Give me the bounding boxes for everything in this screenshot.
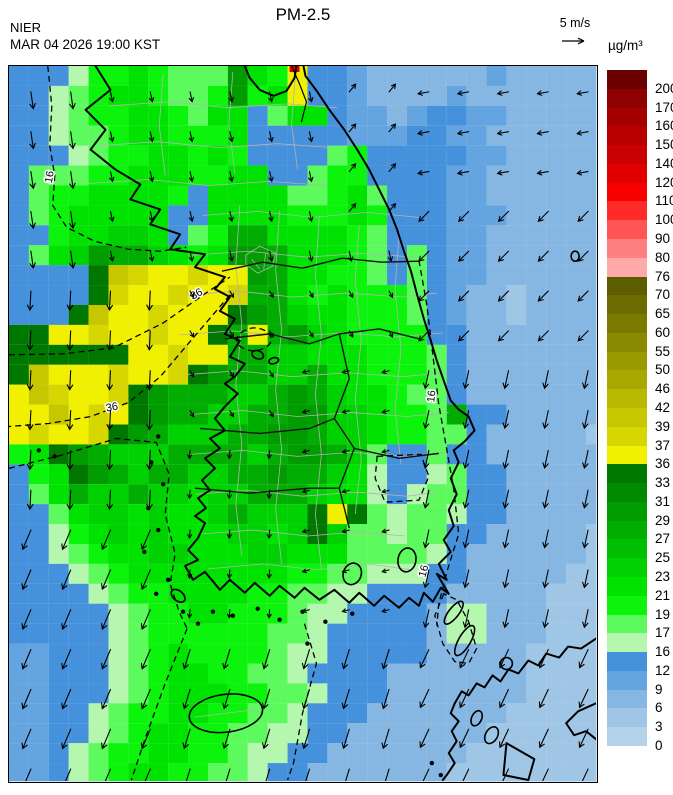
colorbar-tick-label: 12 [655,662,671,678]
org-label: NIER [10,20,42,35]
colorbar-swatch [607,351,647,371]
colorbar-swatch [607,520,647,540]
colorbar-swatch [607,163,647,184]
colorbar-tick-label: 0 [655,738,663,753]
contour-value-label: 16 [43,170,57,184]
pm25-hotspot-cell [289,66,300,72]
colorbar-tick-label: 76 [655,268,671,284]
colorbar-tick-label: 25 [655,550,671,566]
wind-speed-legend-label: 5 m/s [559,16,591,30]
colorbar-swatch [607,201,647,221]
colorbar-tick-label: 23 [655,569,671,584]
colorbar-swatch [607,389,647,409]
colorbar-tick-label: 110 [655,193,673,209]
colorbar-swatch [607,689,647,709]
colorbar-swatch [607,633,647,653]
colorbar-tick-label: 140 [655,155,673,171]
colorbar-tick-label: 60 [655,324,671,340]
colorbar-tick-label: 9 [655,681,663,697]
colorbar-swatch [607,426,647,447]
colorbar-tick-label: 17 [655,625,671,641]
colorbar-swatch [607,257,647,278]
colorbar-swatch [607,577,647,597]
colorbar-swatch [607,107,647,127]
colorbar-swatch [607,464,647,484]
colorbar-tick-label: 39 [655,418,671,434]
colorbar-tick-label: 42 [655,400,671,415]
colorbar-swatch [607,614,647,634]
province-boundaries-layer [194,257,439,529]
colorbar-tick-label: 150 [655,137,673,153]
colorbar-swatch [607,708,647,728]
colorbar-swatch [607,220,647,240]
wind-reference-arrow-icon [562,37,585,45]
colorbar-swatch [607,370,647,390]
colorbar-tick-label: 33 [655,475,671,491]
colorbar-tick-label: 36 [655,456,671,472]
colorbar-swatch [607,276,647,296]
colorbar-tick-label: 200 [655,80,673,96]
colorbar-swatch [607,670,647,691]
district-boundaries-layer [88,71,449,718]
colorbar-tick-label: 120 [655,174,673,190]
colorbar-swatch [607,126,647,146]
colorbar-swatch [607,595,647,616]
colorbar-swatch [607,408,647,428]
colorbar-swatch [607,483,647,503]
page-title: PM-2.5 [275,5,331,24]
colorbar-tick-label: 19 [655,606,671,622]
colorbar-swatch [607,182,647,202]
contour-value-label: 16 [425,390,438,403]
contour-value-label: 36 [105,401,119,415]
colorbar-tick-label: 160 [655,118,673,134]
colorbar-tick-label: 80 [655,249,671,265]
colorbar-tick-label: 70 [655,287,671,303]
colorbar-tick-label: 21 [655,587,671,603]
colorbar-swatch [607,88,647,109]
islands-layer [36,250,580,778]
colorbar-tick-label: 65 [655,306,671,322]
wind-arrows-layer [21,83,589,781]
colorbar-tick-label: 55 [655,343,671,359]
colorbar-swatch [607,295,647,315]
colorbar-tick-label: 37 [655,437,671,453]
colorbar-swatch [607,501,647,522]
colorbar: 2001701601501401201101009080767065605550… [607,70,673,753]
colorbar-tick-label: 27 [655,531,671,547]
colorbar-swatch [607,727,647,747]
colorbar-tick-label: 16 [655,644,671,660]
colorbar-tick-label: 100 [655,212,673,228]
colorbar-tick-label: 3 [655,719,663,735]
colorbar-swatch [607,445,647,465]
colorbar-tick-label: 31 [655,493,671,509]
colorbar-tick-label: 6 [655,700,663,716]
colorbar-unit-label: µg/m³ [608,38,643,53]
colorbar-tick-label: 90 [655,231,671,246]
colorbar-tick-label: 50 [655,362,671,378]
pm25-grid-cells-layer [9,66,596,781]
colorbar-tick-label: 170 [655,99,673,115]
colorbar-swatch [607,539,647,559]
colorbar-swatch [607,239,647,259]
colorbar-swatch [607,314,647,334]
colorbar-swatch [607,652,647,672]
colorbar-tick-label: 29 [655,512,671,528]
colorbar-swatch [607,332,647,353]
map-canvas: 16 36 36 16 16 [8,65,598,783]
colorbar-swatch [607,70,647,90]
colorbar-swatch [607,145,647,165]
colorbar-swatch [607,558,647,578]
colorbar-tick-label: 46 [655,381,671,397]
timestamp-label: MAR 04 2026 19:00 KST [10,37,161,52]
coastline-layer [84,66,596,781]
